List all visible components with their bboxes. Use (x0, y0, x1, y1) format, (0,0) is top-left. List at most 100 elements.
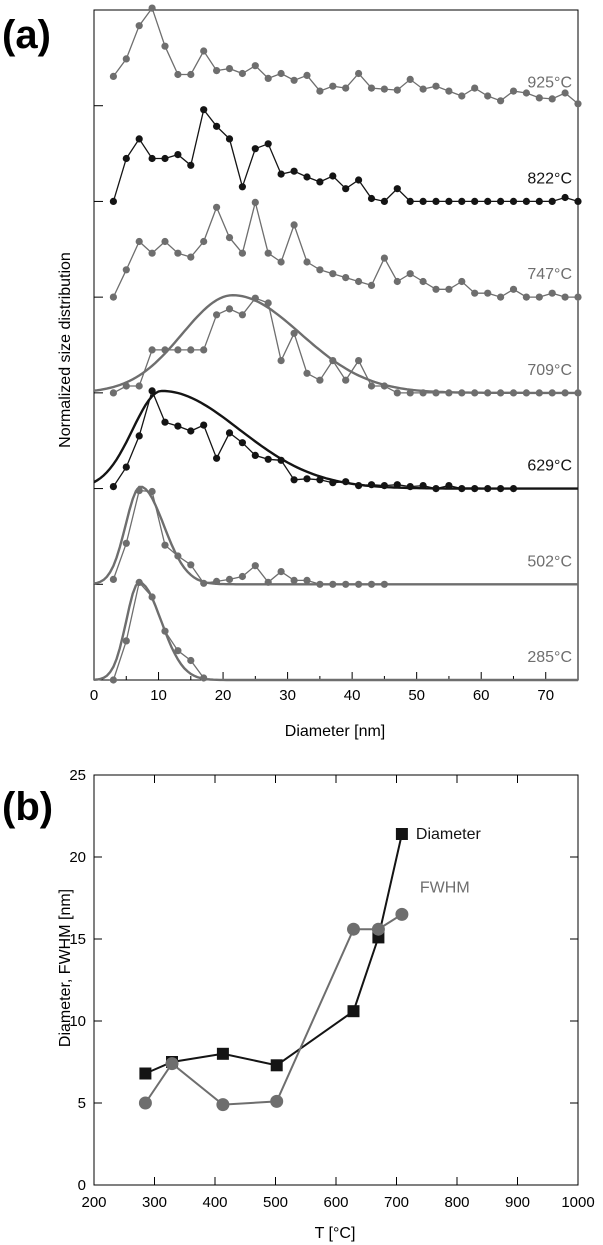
panel-a-letter: (a) (2, 13, 51, 57)
chart-a-point-822-c-7 (200, 106, 208, 114)
chart-a-point-629-c-12 (264, 455, 272, 463)
chart-a-point-747-c-21 (380, 254, 388, 262)
chart-a-point-709-c-13 (277, 357, 285, 365)
chart-a-point-285-c-1 (122, 637, 130, 645)
chart-a-point-629-c-28 (471, 485, 479, 493)
chart-a-y-axis-title: Normalized size distribution (57, 252, 74, 448)
chart-a-point-747-c-35 (561, 293, 569, 301)
chart-a-point-747-c-36 (574, 293, 582, 301)
chart-b-x-axis-title: T [°C] (315, 1225, 356, 1242)
chart-a-point-747-c-28 (471, 289, 479, 297)
chart-a-point-747-c-5 (174, 249, 182, 257)
chart-a-point-502-c-5 (174, 552, 182, 560)
chart-a-point-747-c-31 (509, 285, 518, 293)
chart-a-point-709-c-18 (342, 376, 350, 384)
chart-a-point-629-c-2 (135, 432, 143, 440)
chart-a-point-822-c-23 (406, 197, 414, 205)
chart-a-point-629-c-16 (316, 476, 324, 484)
chart-a-point-747-c-29 (484, 289, 492, 297)
chart-a-point-747-c-19 (355, 277, 363, 286)
chart-a-point-285-c-7 (200, 674, 208, 682)
chart-a-point-709-c-35 (561, 389, 569, 397)
chart-a-point-709-c-27 (458, 389, 466, 397)
chart-a-point-285-c-0 (109, 676, 117, 684)
chart-a-point-285-c-4 (161, 627, 169, 635)
chart-a-point-822-c-25 (432, 197, 440, 205)
chart-a-point-822-c-13 (277, 170, 285, 178)
chart-a-point-747-c-1 (122, 266, 130, 274)
chart-a-point-629-c-25 (432, 485, 440, 493)
chart-a-point-709-c-28 (471, 389, 479, 397)
chart-a-point-925-c-23 (406, 75, 414, 83)
chart-a-point-822-c-0 (109, 197, 117, 205)
chart-a-point-629-c-1 (122, 463, 130, 471)
chart-a-point-925-c-29 (484, 92, 492, 100)
chart-a-point-925-c-34 (548, 95, 556, 103)
chart-a-point-747-c-8 (213, 203, 221, 211)
chart-a-point-709-c-11 (251, 294, 259, 302)
chart-a-point-709-c-31 (509, 389, 518, 397)
chart-a-point-822-c-2 (135, 135, 143, 143)
chart-a-point-629-c-31 (509, 485, 518, 493)
chart-a-point-925-c-5 (174, 70, 182, 79)
chart-a-point-709-c-2 (135, 382, 143, 390)
chart-a-point-629-c-3 (148, 387, 156, 395)
chart-a-point-747-c-23 (406, 270, 414, 278)
chart-a-point-822-c-15 (303, 173, 311, 181)
chart-b-point-diameter-3 (270, 1059, 283, 1072)
chart-a-x-axis-title: Diameter [nm] (285, 723, 385, 740)
chart-a-point-629-c-8 (213, 454, 221, 462)
chart-b-x-tick-label-200: 200 (81, 1194, 106, 1211)
chart-a-point-629-c-10 (238, 439, 246, 447)
chart-a-point-822-c-1 (122, 154, 130, 163)
chart-a-point-925-c-21 (380, 85, 388, 93)
chart-a-point-822-c-31 (509, 197, 518, 205)
chart-a-point-709-c-4 (161, 346, 169, 354)
chart-a-point-747-c-9 (225, 234, 234, 242)
chart-a-point-747-c-26 (445, 285, 453, 293)
chart-b-point-fwhm-1 (165, 1057, 179, 1071)
chart-a-point-925-c-19 (355, 69, 363, 78)
chart-a-point-709-c-26 (445, 389, 453, 397)
chart-a-series-label-747-c: 747°C (527, 266, 572, 283)
chart-a-point-747-c-25 (432, 285, 440, 293)
chart-b: 200 300 400 500 600 700 800 900 1000 0 5 10 15 20 25 Di… (69, 767, 594, 1211)
chart-a-fit-502-c (93, 485, 578, 586)
chart-a-point-747-c-34 (548, 289, 556, 297)
chart-a-point-502-c-16 (316, 580, 324, 588)
chart-a-point-709-c-1 (122, 382, 130, 390)
chart-a-point-822-c-19 (355, 176, 363, 184)
chart-a-point-709-c-20 (367, 382, 376, 390)
chart-a-point-502-c-18 (342, 580, 350, 588)
chart-a-point-822-c-32 (522, 197, 531, 205)
chart-a-point-629-c-19 (355, 482, 363, 490)
chart-a-point-925-c-18 (342, 84, 350, 92)
chart-a-point-747-c-20 (367, 281, 376, 289)
chart-a-point-822-c-9 (225, 135, 234, 143)
chart-a-point-709-c-36 (574, 389, 582, 397)
chart-a-point-925-c-20 (367, 84, 376, 92)
chart-a-point-747-c-22 (393, 277, 401, 286)
chart-a-point-925-c-4 (161, 42, 169, 50)
chart-a-point-925-c-30 (497, 97, 505, 105)
chart-a-point-925-c-26 (445, 87, 453, 95)
chart-a-point-629-c-11 (251, 451, 259, 459)
chart-a-fit-709-c (93, 293, 578, 395)
chart-a-point-502-c-9 (225, 575, 234, 584)
chart-a-frame (93, 9, 579, 681)
chart-a-point-822-c-22 (393, 185, 401, 193)
chart-a-point-709-c-22 (393, 389, 401, 397)
chart-a-point-709-c-17 (329, 357, 337, 365)
chart-a-point-709-c-12 (264, 299, 272, 307)
chart-a-point-629-c-24 (419, 482, 427, 490)
panel-b-letter: (b) (2, 785, 53, 829)
chart-a-point-925-c-6 (187, 70, 195, 79)
chart-a-point-925-c-0 (109, 72, 117, 80)
chart-a-point-285-c-2 (135, 578, 143, 587)
chart-a-point-629-c-21 (380, 482, 388, 490)
chart-a-point-709-c-6 (187, 346, 195, 354)
chart-a-point-925-c-14 (290, 76, 298, 84)
chart-a-point-502-c-4 (161, 541, 169, 549)
chart-a-point-285-c-5 (174, 647, 182, 655)
chart-a-series-label-925-c: 925°C (527, 75, 572, 92)
